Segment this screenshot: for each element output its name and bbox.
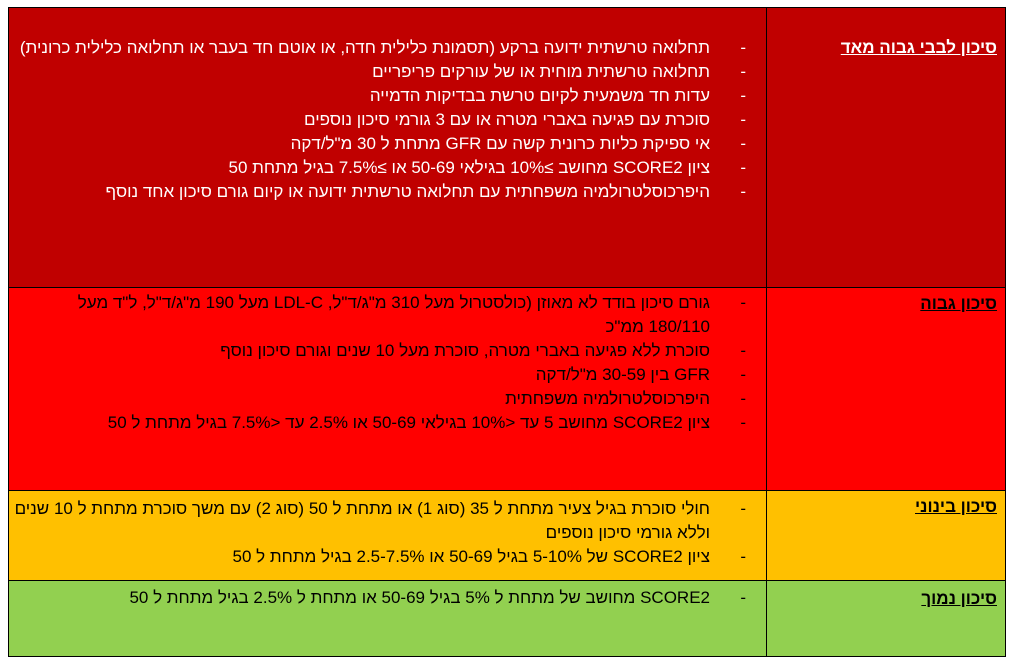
criteria-item: - ציון SCORE2 מחושב ≥10% בגילאי 50-69 או … xyxy=(228,158,746,177)
row-very-high-risk: סיכון לבבי גבוה מאד - תחלואה טרשתית ידועה… xyxy=(8,7,1006,288)
criteria-list: - גורם סיכון בודד לא מאוזן (כולסטרול מעל … xyxy=(13,291,762,435)
criteria-cell: - גורם סיכון בודד לא מאוזן (כולסטרול מעל … xyxy=(8,287,767,491)
risk-label: סיכון לבבי גבוה מאד xyxy=(840,38,997,57)
row-moderate-risk: סיכון בינוני - חולי סוכרת בגיל צעיר מתחת … xyxy=(8,490,1006,581)
criteria-item: - עדות חד משמעית לקיום טרשת בבדיקות הדמיי… xyxy=(369,86,746,105)
criteria-cell: - תחלואה טרשתית ידועה ברקע (תסמונת כלילית… xyxy=(8,7,767,288)
row-low-risk: סיכון נמוך - SCORE2 מחושב של מתחת ל 5% בג… xyxy=(8,580,1006,657)
risk-label-cell: סיכון בינוני xyxy=(766,490,1006,581)
criteria-item: - סוכרת עם פגיעה באברי מטרה או עם 3 גורמי… xyxy=(304,110,746,129)
criteria-item: - תחלואה טרשתית מוחית או של עורקים פריפרי… xyxy=(372,62,746,81)
criteria-item: - גורם סיכון בודד לא מאוזן (כולסטרול מעל … xyxy=(77,293,746,336)
risk-label: סיכון גבוה xyxy=(920,294,997,313)
criteria-item: - היפרכוסלטרולמיה משפחתית עם תחלואה טרשתי… xyxy=(105,182,746,201)
criteria-item: - תחלואה טרשתית ידועה ברקע (תסמונת כלילית… xyxy=(19,38,746,57)
risk-label-cell: סיכון נמוך xyxy=(766,580,1006,657)
criteria-list: - SCORE2 מחושב של מתחת ל 5% בגיל 50-69 או… xyxy=(13,586,762,610)
row-high-risk: סיכון גבוה - גורם סיכון בודד לא מאוזן (כו… xyxy=(8,287,1006,491)
criteria-item: - היפרכוסלטרולמיה משפחתית xyxy=(505,389,746,408)
criteria-cell: - חולי סוכרת בגיל צעיר מתחת ל 35 (סוג 1) … xyxy=(8,490,767,581)
risk-label: סיכון בינוני xyxy=(915,497,997,516)
risk-category-table: סיכון לבבי גבוה מאד - תחלואה טרשתית ידועה… xyxy=(8,7,1006,657)
criteria-cell: - SCORE2 מחושב של מתחת ל 5% בגיל 50-69 או… xyxy=(8,580,767,657)
risk-label-cell: סיכון גבוה xyxy=(766,287,1006,491)
risk-label: סיכון נמוך xyxy=(921,589,997,608)
risk-label-cell: סיכון לבבי גבוה מאד xyxy=(766,7,1006,288)
criteria-item: - סוכרת ללא פגיעה באברי מטרה, סוכרת מעל 1… xyxy=(220,341,746,360)
criteria-list: - תחלואה טרשתית ידועה ברקע (תסמונת כלילית… xyxy=(13,36,762,204)
criteria-item: - אי ספיקת כליות כרונית קשה עם GFR מתחת ל… xyxy=(290,134,746,153)
criteria-item: - SCORE2 מחושב של מתחת ל 5% בגיל 50-69 או… xyxy=(129,588,746,607)
criteria-item: - חולי סוכרת בגיל צעיר מתחת ל 35 (סוג 1) … xyxy=(14,499,746,542)
criteria-item: - GFR בין 30-59 מ"ל/דקה xyxy=(535,365,746,384)
criteria-item: - ציון SCORE2 של 5-10% בגיל 50-69 או 2.5-… xyxy=(232,547,746,566)
criteria-list: - חולי סוכרת בגיל צעיר מתחת ל 35 (סוג 1) … xyxy=(13,497,762,569)
criteria-item: - ציון SCORE2 מחושב 5 עד <10% בגילאי 50-6… xyxy=(107,413,746,432)
